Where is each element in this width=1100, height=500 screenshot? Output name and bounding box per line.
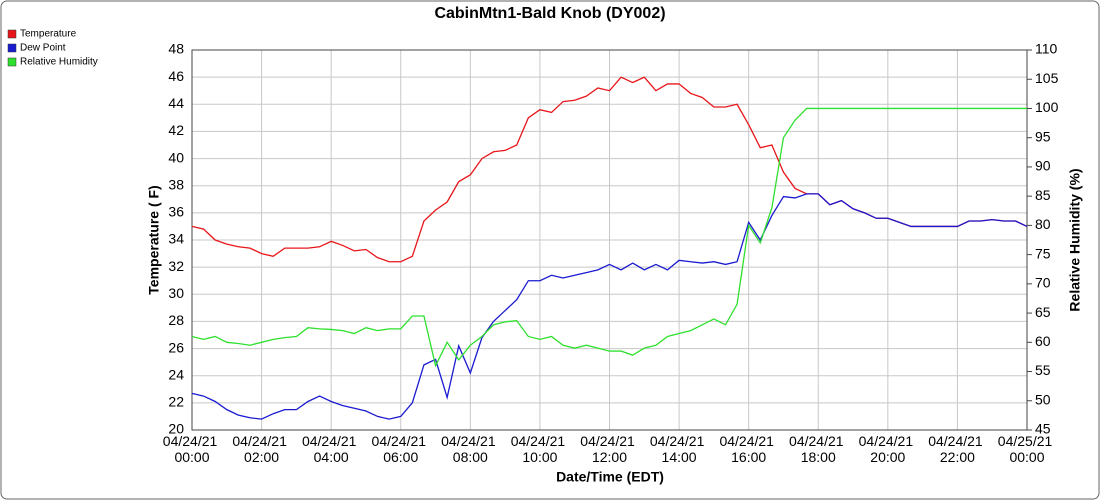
x-tick-label: 04/24/21 20:00 (859, 433, 917, 465)
y2-tick-label: 110 (1035, 41, 1058, 57)
y-tick-label: 40 (168, 149, 184, 165)
legend-label: Dew Point (20, 43, 66, 54)
y2-axis-title: Relative Humidity (%) (1067, 168, 1083, 311)
x-tick-label: 04/24/21 16:00 (719, 433, 777, 465)
y-tick-label: 24 (168, 366, 184, 382)
y-tick-label: 32 (168, 258, 184, 274)
y-tick-label: 28 (168, 312, 184, 328)
y-tick-label: 22 (168, 394, 184, 410)
x-tick-date: 04/24/21 (789, 433, 847, 449)
y2-tick-label: 90 (1035, 158, 1051, 174)
x-tick-date: 04/24/21 (719, 433, 777, 449)
x-tick-label: 04/24/21 10:00 (511, 433, 569, 465)
y-axis-title: Temperature ( F) (146, 185, 162, 294)
x-tick-time: 00:00 (1009, 449, 1044, 465)
y2-tick-label: 105 (1035, 70, 1059, 86)
x-tick-time: 16:00 (731, 449, 766, 465)
x-tick-time: 20:00 (870, 449, 905, 465)
x-tick-label: 04/24/21 06:00 (372, 433, 430, 465)
y2-tick-label: 50 (1035, 391, 1051, 407)
x-tick-date: 04/24/21 (511, 433, 569, 449)
x-tick-time: 18:00 (801, 449, 836, 465)
x-tick-date: 04/24/21 (441, 433, 499, 449)
x-tick-time: 02:00 (244, 449, 279, 465)
y2-tick-label: 75 (1035, 245, 1051, 261)
x-tick-time: 10:00 (522, 449, 557, 465)
x-tick-label: 04/24/21 00:00 (163, 433, 221, 465)
y-tick-label: 36 (168, 204, 184, 220)
x-tick-time: 22:00 (940, 449, 975, 465)
y-tick-label: 30 (168, 285, 184, 301)
y-tick-label: 42 (168, 122, 184, 138)
x-axis-title: Date/Time (EDT) (556, 469, 664, 485)
x-tick-date: 04/24/21 (650, 433, 708, 449)
y-tick-label: 26 (168, 339, 184, 355)
y2-tick-label: 45 (1035, 421, 1051, 437)
x-tick-label: 04/24/21 18:00 (789, 433, 847, 465)
chart-title: CabinMtn1-Bald Knob (DY002) (434, 5, 665, 22)
x-tick-label: 04/24/21 02:00 (232, 433, 290, 465)
legend-swatch (7, 29, 17, 39)
x-tick-time: 00:00 (174, 449, 209, 465)
y2-tick-label: 55 (1035, 362, 1051, 378)
legend-swatch (7, 43, 17, 53)
x-tick-label: 04/24/21 04:00 (302, 433, 360, 465)
y2-tick-label: 85 (1035, 187, 1051, 203)
y-tick-label: 34 (168, 231, 184, 247)
x-tick-label: 04/24/21 12:00 (580, 433, 638, 465)
x-tick-date: 04/24/21 (928, 433, 986, 449)
y-tick-label: 48 (168, 41, 184, 57)
x-tick-time: 04:00 (314, 449, 349, 465)
x-tick-label: 04/24/21 22:00 (928, 433, 986, 465)
x-tick-time: 12:00 (592, 449, 627, 465)
y2-tick-label: 95 (1035, 128, 1051, 144)
x-tick-date: 04/24/21 (232, 433, 290, 449)
legend-swatch (7, 57, 17, 67)
x-tick-label: 04/25/21 00:00 (998, 433, 1056, 465)
x-tick-date: 04/24/21 (302, 433, 360, 449)
series-line (191, 193, 1028, 420)
plot-border (191, 49, 1028, 431)
x-tick-label: 04/24/21 14:00 (650, 433, 708, 465)
y-tick-label: 20 (168, 421, 184, 437)
x-tick-date: 04/24/21 (859, 433, 917, 449)
x-tick-time: 14:00 (662, 449, 697, 465)
y2-tick-label: 65 (1035, 304, 1051, 320)
y-tick-label: 46 (168, 68, 184, 84)
x-tick-time: 08:00 (453, 449, 488, 465)
legend-label: Relative Humidity (20, 57, 98, 68)
series-line (191, 107, 1027, 368)
y-tick-label: 38 (168, 176, 184, 192)
legend-label: Temperature (20, 29, 77, 40)
y2-tick-label: 100 (1035, 99, 1059, 115)
x-tick-label: 04/24/21 08:00 (441, 433, 499, 465)
y2-tick-label: 70 (1035, 275, 1051, 291)
y2-tick-label: 80 (1035, 216, 1051, 232)
x-tick-date: 04/24/21 (580, 433, 638, 449)
x-tick-date: 04/25/21 (998, 433, 1056, 449)
y-tick-label: 44 (168, 95, 184, 111)
x-tick-date: 04/24/21 (163, 433, 221, 449)
x-tick-date: 04/24/21 (372, 433, 430, 449)
y2-tick-label: 60 (1035, 333, 1051, 349)
x-tick-time: 06:00 (383, 449, 418, 465)
